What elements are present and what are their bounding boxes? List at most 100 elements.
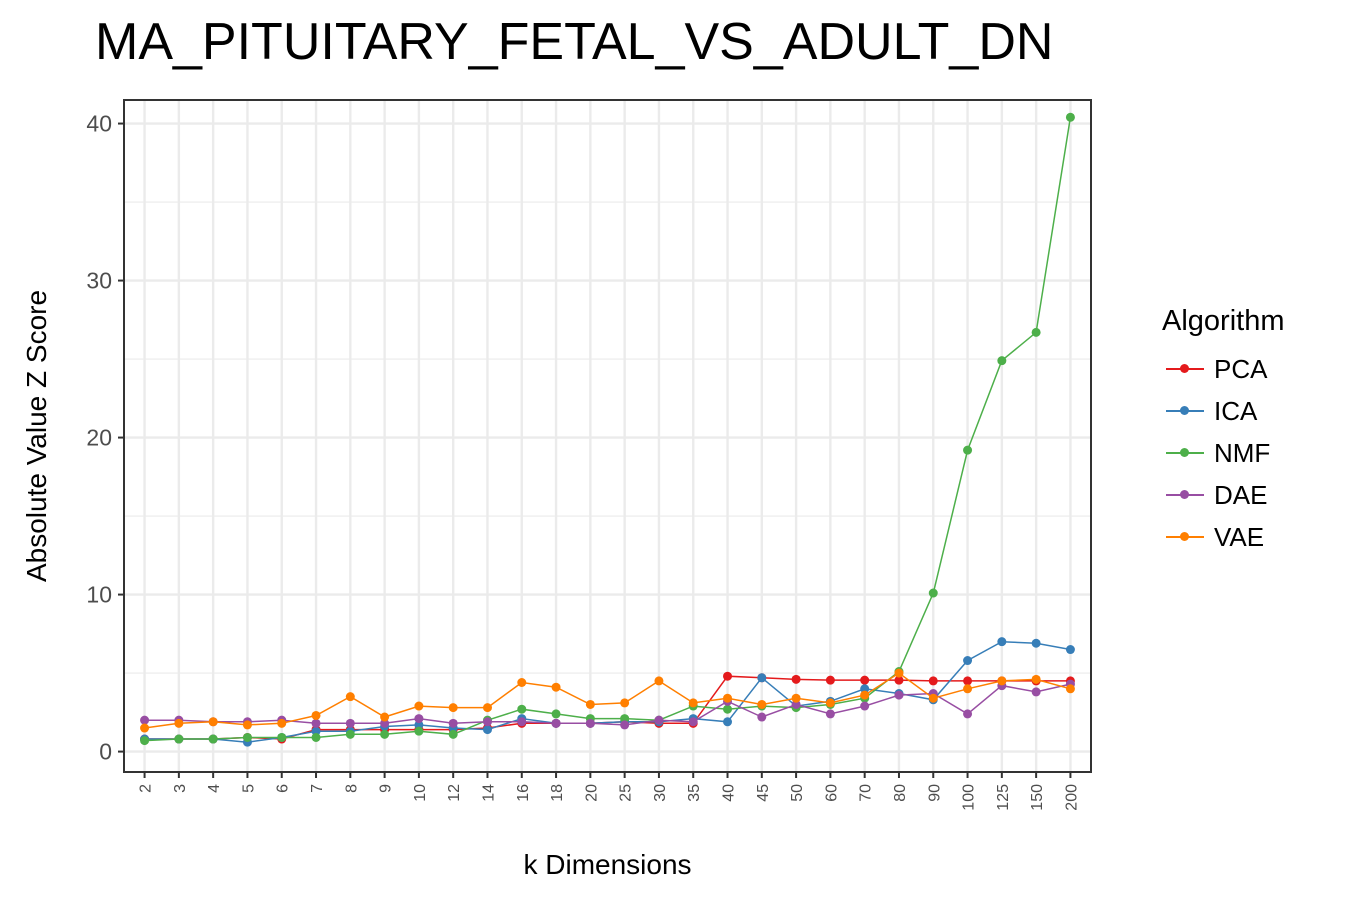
data-point [963, 709, 973, 719]
data-point [414, 714, 424, 724]
data-point [585, 699, 595, 709]
data-point [791, 674, 801, 684]
x-tick-label: 8 [343, 784, 360, 793]
data-point [345, 729, 355, 739]
data-point [482, 717, 492, 727]
y-axis-title: Absolute Value Z Score [21, 290, 52, 582]
data-point [551, 718, 561, 728]
x-tick-label: 90 [926, 784, 943, 802]
series-pca [140, 671, 1075, 744]
data-point [860, 675, 870, 685]
x-tick-label: 150 [1029, 784, 1046, 811]
legend-item-vae: VAE [1162, 516, 1285, 558]
data-point [311, 718, 321, 728]
data-point [585, 718, 595, 728]
x-tick-label: 6 [275, 784, 292, 793]
data-point [174, 718, 184, 728]
x-tick-label: 12 [446, 784, 463, 802]
x-tick-label: 45 [755, 784, 772, 802]
data-point [723, 693, 733, 703]
x-tick-label: 4 [206, 784, 223, 793]
y-tick-label: 30 [86, 268, 112, 294]
series-line [144, 672, 1071, 729]
series-vae [140, 668, 1075, 733]
x-tick-label: 80 [892, 784, 909, 802]
y-tick-label: 20 [86, 425, 112, 451]
data-point [723, 704, 733, 714]
data-point [1031, 638, 1041, 648]
data-point [208, 734, 218, 744]
data-point [894, 690, 904, 700]
data-point [482, 725, 492, 735]
data-point [825, 675, 835, 685]
data-point [551, 709, 561, 719]
data-point [894, 668, 904, 678]
data-point [311, 726, 321, 736]
data-point [620, 714, 630, 724]
legend-key [1162, 348, 1208, 390]
data-point [242, 732, 252, 742]
data-point [1065, 645, 1075, 655]
legend-label: ICA [1214, 395, 1258, 426]
x-tick-label: 125 [995, 784, 1012, 811]
data-point [1031, 327, 1041, 337]
legend-key [1162, 390, 1208, 432]
data-point [380, 712, 390, 722]
y-tick-label: 10 [86, 582, 112, 608]
data-point [825, 709, 835, 719]
series-nmf [140, 112, 1075, 746]
data-point [345, 718, 355, 728]
data-point [174, 734, 184, 744]
data-point [311, 732, 321, 742]
y-tick-label: 0 [99, 739, 112, 765]
legend-item-ica: ICA [1162, 390, 1285, 432]
x-tick-label: 7 [309, 784, 326, 793]
x-tick-label: 70 [858, 784, 875, 802]
data-point [517, 704, 527, 714]
x-tick-label: 18 [549, 784, 566, 802]
x-tick-label: 60 [823, 784, 840, 802]
x-tick-label: 2 [138, 784, 155, 793]
data-point [1031, 687, 1041, 697]
data-point [791, 699, 801, 709]
data-point [140, 736, 150, 746]
series-line [144, 117, 1072, 742]
data-point [1065, 112, 1075, 122]
data-point [551, 682, 561, 692]
data-point [517, 678, 527, 688]
legend-label: VAE [1214, 521, 1265, 552]
data-point [208, 717, 218, 727]
legend-key [1162, 474, 1208, 516]
data-point [311, 710, 321, 720]
data-point [277, 718, 287, 728]
data-point [414, 726, 424, 736]
x-tick-label: 30 [652, 784, 669, 802]
data-point [688, 698, 698, 708]
data-point [928, 693, 938, 703]
data-point [448, 729, 458, 739]
data-point [860, 684, 870, 694]
data-point [654, 676, 664, 686]
x-tick-label: 3 [172, 784, 189, 793]
data-point [414, 701, 424, 711]
legend-key [1162, 432, 1208, 474]
data-point [928, 676, 938, 686]
data-point [242, 720, 252, 730]
legend-item-dae: DAE [1162, 474, 1285, 516]
data-point [723, 717, 733, 727]
data-point [448, 718, 458, 728]
legend-items: PCA ICA NMF DAE VAE [1162, 348, 1285, 558]
x-tick-label: 50 [789, 784, 806, 802]
data-point [517, 717, 527, 727]
data-point [345, 692, 355, 702]
data-point [414, 720, 424, 730]
legend-item-nmf: NMF [1162, 432, 1285, 474]
data-point [448, 703, 458, 713]
legend-label: PCA [1214, 353, 1268, 384]
x-tick-label: 9 [378, 784, 395, 793]
chart-title: MA_PITUITARY_FETAL_VS_ADULT_DN [95, 13, 1054, 71]
data-point [963, 676, 973, 686]
x-tick-label: 40 [721, 784, 738, 802]
